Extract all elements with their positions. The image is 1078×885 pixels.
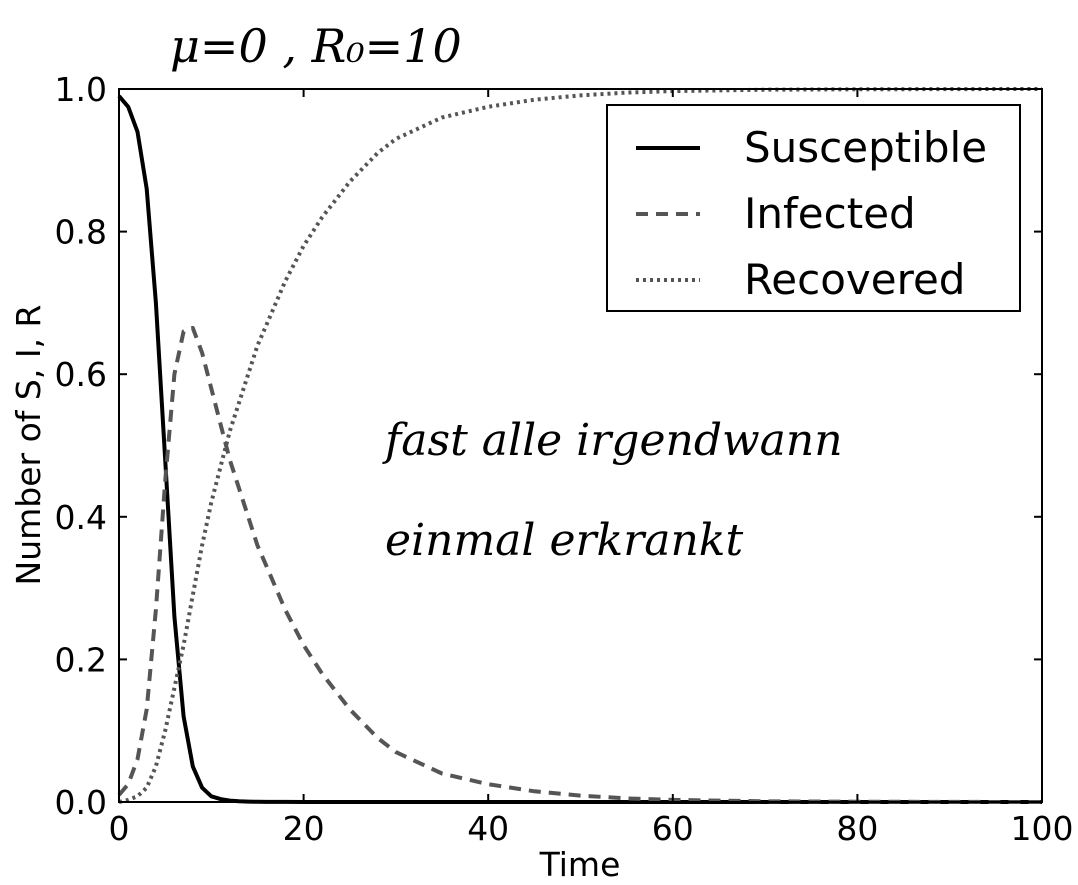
- y-axis-label: Number of S, I, R: [9, 305, 48, 586]
- handwritten-note-line2: einmal erkrankt: [385, 515, 743, 566]
- x-tick-label: 20: [283, 809, 325, 848]
- series-line-recovered: [118, 87, 1043, 804]
- plot-frame: [118, 88, 1043, 803]
- y-tick-label: 0.2: [55, 640, 107, 679]
- y-tick-label: 0.0: [55, 783, 107, 822]
- y-tick-label: 1.0: [55, 70, 107, 109]
- legend: Susceptible Infected Recovered: [606, 104, 1021, 312]
- x-tick-label: 0: [109, 809, 130, 848]
- legend-label-recovered: Recovered: [744, 255, 965, 304]
- handwritten-params: μ=0 , R₀=10: [170, 19, 462, 73]
- x-tick-label: 40: [467, 809, 509, 848]
- x-tick-label: 60: [652, 809, 694, 848]
- x-tick-label: 100: [1011, 809, 1074, 848]
- handwritten-note-line1: fast alle irgendwann: [382, 415, 843, 466]
- axis-ticks: 0 20 40 60 80 100 0.0 0.2 0.4 0.6 0.8 1.0: [55, 70, 1074, 848]
- x-axis-label: Time: [539, 845, 621, 884]
- legend-label-infected: Infected: [744, 189, 916, 238]
- legend-label-susceptible: Susceptible: [744, 123, 987, 172]
- y-tick-label: 0.6: [55, 355, 107, 394]
- legend-box: [606, 104, 1021, 312]
- series-line-infected: [117, 325, 1043, 804]
- x-tick-label: 80: [836, 809, 878, 848]
- y-tick-label: 0.8: [55, 213, 107, 252]
- y-tick-label: 0.4: [55, 498, 107, 537]
